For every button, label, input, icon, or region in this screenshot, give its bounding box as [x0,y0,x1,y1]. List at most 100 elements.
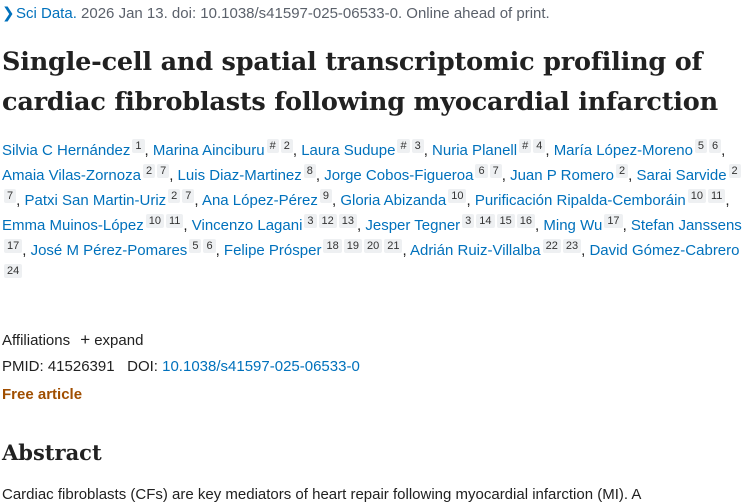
chevron-right-icon[interactable]: ❯ [2,5,15,22]
abstract-text: Cardiac fibroblasts (CFs) are key mediat… [2,486,642,503]
affiliation-marker[interactable]: 23 [562,239,582,253]
author-link[interactable]: Ming Wu [543,217,603,234]
affiliation-marker[interactable]: 10 [448,189,467,203]
journal-link[interactable]: Sci Data. [16,5,77,22]
author-link[interactable]: Jorge Cobos-Figueroa [324,167,474,184]
author-item: Amaia Vilas-Zornoza 2 7 [2,164,170,184]
author-link[interactable]: Juan P Romero [510,167,615,184]
author-item: Sarai Sarvide 27 [2,164,741,209]
affiliation-marker[interactable]: 20 [363,239,383,253]
doi-label: DOI: [127,358,158,375]
affiliation-marker[interactable]: 11 [165,214,184,228]
author-item: Nuria Planell #4 [432,139,546,159]
author-item: David Gómez-Cabrero 24 [2,242,740,284]
author-item: Adrián Ruiz-Villalba 22 23 [409,239,582,259]
affiliation-marker[interactable]: 9 [319,189,332,203]
author-link[interactable]: Marina Ainciburu [152,142,265,159]
affiliation-marker[interactable]: # [519,139,532,153]
author-link[interactable]: Laura Sudupe [301,142,396,159]
author-link[interactable]: Adrián Ruiz-Villalba [409,242,541,259]
affiliation-marker[interactable]: 19 [343,239,362,253]
affiliation-marker[interactable]: 3 [411,139,424,153]
affiliation-marker[interactable]: 7 [4,189,17,203]
pmid-value: 41526391 [47,358,115,375]
author-item: Laura Sudupe #3 [301,139,424,159]
free-article-label[interactable]: Free article [2,386,83,403]
author-link[interactable]: Vincenzo Lagani [191,217,303,234]
abstract-heading: Abstract [2,440,102,465]
affiliation-marker[interactable]: 8 [303,164,316,178]
affiliation-marker[interactable]: 16 [516,214,536,228]
author-link[interactable]: Luis Diaz-Martinez [177,167,302,184]
author-link[interactable]: Amaia Vilas-Zornoza [2,167,141,184]
author-item: Gloria Abizanda 10 [340,189,467,209]
author-item: Jorge Cobos-Figueroa 6 7 [324,164,502,184]
author-link[interactable]: Felipe Prósper [223,242,322,259]
article-title: Single-cell and spatial transcriptomic p… [2,47,718,117]
author-link[interactable]: Patxi San Martin-Uriz [24,192,167,209]
author-link[interactable]: María López-Moreno [553,142,693,159]
affiliation-marker[interactable]: 2 [280,139,293,153]
affiliation-marker[interactable]: 3 [304,214,317,228]
author-link[interactable]: David Gómez-Cabrero [589,242,740,259]
doi-link[interactable]: 10.1038/s41597-025-06533-0 [162,358,360,375]
affiliation-marker[interactable]: 7 [157,164,170,178]
pmid-label: PMID: [2,358,44,375]
affiliation-marker[interactable]: 10 [687,189,706,203]
affiliation-marker[interactable]: 17 [4,239,23,253]
affiliation-marker[interactable]: 10 [145,214,164,228]
citation-details: 2026 Jan 13. doi: 10.1038/s41597-025-065… [76,5,550,22]
affiliation-marker[interactable]: 18 [323,239,342,253]
affiliation-marker[interactable]: 21 [384,239,403,253]
plus-icon: + [80,330,91,349]
author-link[interactable]: Gloria Abizanda [340,192,447,209]
affiliation-marker[interactable]: 24 [4,264,23,278]
affiliation-marker[interactable]: # [397,139,410,153]
affiliation-marker[interactable]: 15 [496,214,515,228]
author-item: Purificación Ripalda-Cemboráin 10 11 [474,189,726,209]
citation-line: ❯Sci Data. 2026 Jan 13. doi: 10.1038/s41… [2,4,550,22]
expand-label: expand [94,332,144,349]
affiliation-marker[interactable]: 2 [728,164,741,178]
author-link[interactable]: Jesper Tegner [365,217,461,234]
affiliation-marker[interactable]: 5 [694,139,708,153]
author-item: Stefan Janssens 17 [2,217,742,259]
expand-affiliations-button[interactable]: + expand [80,330,144,349]
affiliation-marker[interactable]: 13 [338,214,358,228]
identifiers-row: PMID: 41526391 DOI: 10.1038/s41597-025-0… [2,358,360,375]
affiliation-marker[interactable]: 1 [132,139,145,153]
author-item: Emma Muinos-López 10 11 [2,214,184,234]
affiliations-label: Affiliations [2,332,71,349]
author-link[interactable]: Ana López-Pérez [201,192,318,209]
affiliation-marker[interactable]: 17 [604,214,623,228]
author-item: María López-Moreno 5 6 [553,139,722,159]
affiliation-marker[interactable]: 22 [542,239,561,253]
author-link[interactable]: Sarai Sarvide [636,167,727,184]
affiliation-marker[interactable]: 6 [709,139,722,153]
author-link[interactable]: Emma Muinos-López [2,217,144,234]
author-item: Patxi San Martin-Uriz 2 7 [24,189,195,209]
affiliation-marker[interactable]: 6 [203,239,216,253]
affiliation-marker[interactable]: # [266,139,279,153]
affiliation-marker[interactable]: 4 [533,139,546,153]
affiliation-marker[interactable]: 2 [168,189,181,203]
affiliation-marker[interactable]: 3 [462,214,475,228]
author-link[interactable]: José M Pérez-Pomares [30,242,188,259]
affiliation-marker[interactable]: 2 [616,164,629,178]
author-link[interactable]: Purificación Ripalda-Cemboráin [474,192,686,209]
author-link[interactable]: Stefan Janssens [630,217,742,234]
affiliation-marker[interactable]: 6 [475,164,488,178]
affiliation-marker[interactable]: 2 [142,164,156,178]
affiliation-marker[interactable]: 12 [318,214,337,228]
affiliation-marker[interactable]: 11 [708,189,726,203]
affiliation-marker[interactable]: 5 [189,239,202,253]
author-item: José M Pérez-Pomares 5 6 [30,239,216,259]
author-item: Luis Diaz-Martinez 8 [177,164,316,184]
affiliation-marker[interactable]: 7 [489,164,502,178]
author-link[interactable]: Silvia C Hernández [2,142,131,159]
affiliations-row: Affiliations + expand [2,330,143,350]
affiliation-marker[interactable]: 7 [182,189,195,203]
affiliation-marker[interactable]: 14 [476,214,495,228]
author-link[interactable]: Nuria Planell [432,142,518,159]
author-item: Silvia C Hernández 1 [2,139,145,159]
